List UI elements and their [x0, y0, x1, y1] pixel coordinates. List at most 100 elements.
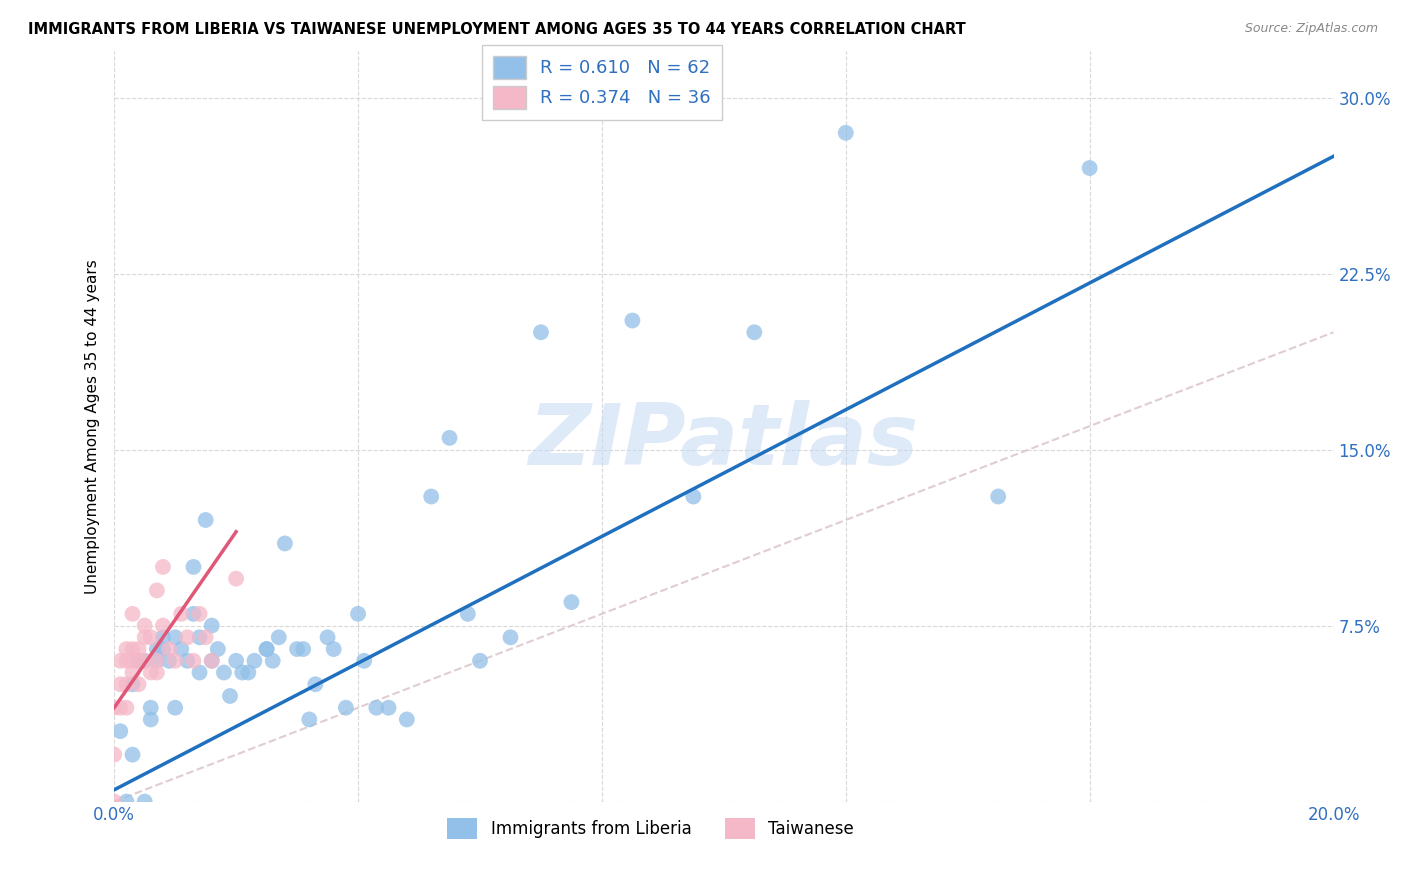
Point — [139, 713, 162, 727]
Point — [139, 700, 162, 714]
Point — [457, 607, 479, 621]
Point — [292, 642, 315, 657]
Point — [165, 654, 187, 668]
Point — [176, 654, 198, 668]
Point — [499, 630, 522, 644]
Point — [243, 654, 266, 668]
Point — [262, 654, 284, 668]
Point — [110, 724, 132, 739]
Point — [201, 654, 224, 668]
Point — [176, 630, 198, 644]
Point — [103, 795, 125, 809]
Point — [170, 607, 193, 621]
Point — [128, 654, 150, 668]
Point — [110, 677, 132, 691]
Point — [115, 642, 138, 657]
Point — [146, 654, 169, 668]
Point — [1078, 161, 1101, 175]
Point — [322, 642, 344, 657]
Point — [128, 654, 150, 668]
Point — [420, 490, 443, 504]
Point — [682, 490, 704, 504]
Y-axis label: Unemployment Among Ages 35 to 44 years: Unemployment Among Ages 35 to 44 years — [86, 259, 100, 593]
Point — [128, 677, 150, 691]
Point — [110, 654, 132, 668]
Point — [560, 595, 582, 609]
Point — [219, 689, 242, 703]
Point — [835, 126, 858, 140]
Text: Source: ZipAtlas.com: Source: ZipAtlas.com — [1244, 22, 1378, 36]
Point — [183, 654, 205, 668]
Point — [121, 607, 143, 621]
Point — [744, 325, 766, 339]
Point — [134, 618, 156, 632]
Point — [152, 560, 174, 574]
Point — [146, 642, 169, 657]
Point — [121, 654, 143, 668]
Point — [285, 642, 308, 657]
Point — [183, 607, 205, 621]
Point — [115, 700, 138, 714]
Point — [146, 665, 169, 680]
Point — [183, 560, 205, 574]
Point — [274, 536, 297, 550]
Text: IMMIGRANTS FROM LIBERIA VS TAIWANESE UNEMPLOYMENT AMONG AGES 35 TO 44 YEARS CORR: IMMIGRANTS FROM LIBERIA VS TAIWANESE UNE… — [28, 22, 966, 37]
Point — [134, 654, 156, 668]
Point — [188, 630, 211, 644]
Point — [103, 700, 125, 714]
Point — [194, 630, 217, 644]
Point — [121, 747, 143, 762]
Point — [225, 572, 247, 586]
Point — [347, 607, 370, 621]
Point — [188, 607, 211, 621]
Legend: Immigrants from Liberia, Taiwanese: Immigrants from Liberia, Taiwanese — [440, 811, 860, 846]
Point — [157, 642, 180, 657]
Point — [256, 642, 278, 657]
Point — [194, 513, 217, 527]
Point — [139, 665, 162, 680]
Point — [134, 630, 156, 644]
Point — [468, 654, 491, 668]
Point — [139, 630, 162, 644]
Point — [439, 431, 461, 445]
Point — [353, 654, 375, 668]
Text: ZIPatlas: ZIPatlas — [529, 400, 920, 483]
Point — [377, 700, 399, 714]
Point — [134, 654, 156, 668]
Point — [152, 642, 174, 657]
Point — [115, 654, 138, 668]
Point — [238, 665, 260, 680]
Point — [115, 677, 138, 691]
Point — [165, 700, 187, 714]
Point — [128, 642, 150, 657]
Point — [298, 713, 321, 727]
Point — [134, 795, 156, 809]
Point — [335, 700, 357, 714]
Point — [201, 618, 224, 632]
Point — [207, 642, 229, 657]
Point — [157, 654, 180, 668]
Point — [103, 747, 125, 762]
Point — [170, 642, 193, 657]
Point — [304, 677, 326, 691]
Point — [121, 677, 143, 691]
Point — [987, 490, 1010, 504]
Point — [395, 713, 418, 727]
Point — [188, 665, 211, 680]
Point — [146, 654, 169, 668]
Point — [146, 583, 169, 598]
Point — [621, 313, 644, 327]
Point — [225, 654, 247, 668]
Point — [121, 642, 143, 657]
Point — [530, 325, 553, 339]
Point — [152, 618, 174, 632]
Point — [212, 665, 235, 680]
Point — [165, 630, 187, 644]
Point — [267, 630, 290, 644]
Point — [366, 700, 388, 714]
Point — [256, 642, 278, 657]
Point — [110, 700, 132, 714]
Point — [231, 665, 253, 680]
Point — [115, 795, 138, 809]
Point — [121, 665, 143, 680]
